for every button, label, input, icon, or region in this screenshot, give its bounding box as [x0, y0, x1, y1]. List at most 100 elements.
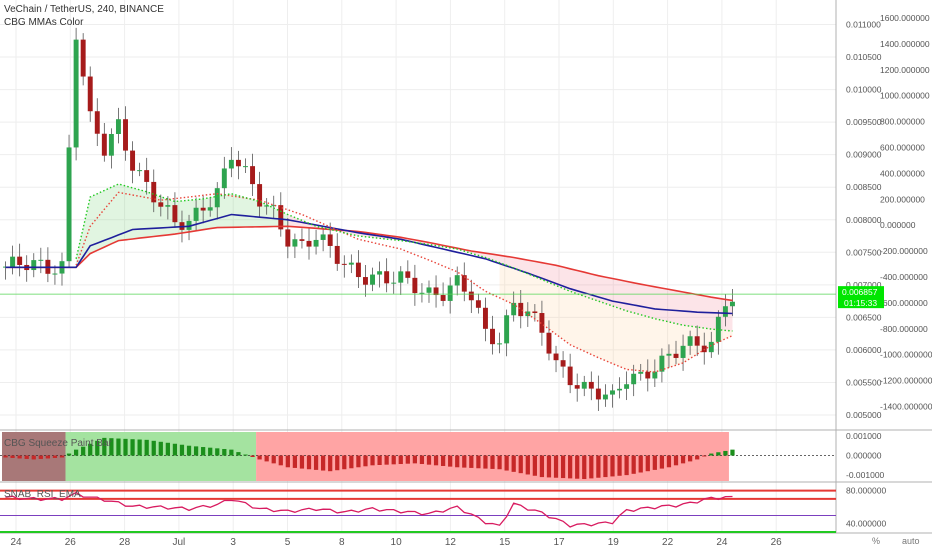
- squeeze-bar: [264, 455, 269, 462]
- squeeze-bar: [490, 455, 495, 469]
- candle: [250, 153, 256, 197]
- squeeze-bar: [518, 455, 523, 474]
- price-tag-countdown: 01:15:33: [844, 298, 877, 308]
- candle: [398, 266, 404, 296]
- auto-scale-button[interactable]: auto: [902, 536, 920, 546]
- squeeze-axis-label: -0.001000: [846, 470, 885, 480]
- candle-body: [595, 388, 601, 400]
- price-axes[interactable]: 0.011000 0.010500 0.010000 0.009500 0.009000…: [846, 13, 932, 529]
- price-tag-value: 0.006857: [842, 287, 878, 297]
- candle: [490, 315, 495, 355]
- candle-body: [617, 388, 623, 391]
- squeeze-bar: [370, 455, 375, 466]
- candle: [433, 275, 439, 308]
- squeeze-bar: [116, 438, 121, 456]
- candle-body: [285, 229, 291, 247]
- candle-body: [708, 341, 714, 353]
- candle: [278, 192, 284, 237]
- price-axis-label: 0.007000: [846, 280, 882, 290]
- squeeze-bar: [659, 455, 665, 469]
- squeeze-bar: [433, 455, 439, 466]
- price-candles[interactable]: [3, 27, 735, 411]
- candle: [595, 375, 601, 411]
- candle: [617, 377, 623, 399]
- candle: [144, 157, 150, 195]
- time-axis-label: 24: [716, 537, 728, 548]
- candle: [214, 182, 220, 220]
- ma-slow-line: [5, 225, 733, 302]
- squeeze-bar: [483, 455, 488, 469]
- squeeze-bar: [384, 455, 389, 465]
- squeeze-bar: [426, 455, 432, 465]
- candle: [497, 332, 503, 354]
- candle: [320, 227, 326, 252]
- squeeze-panel[interactable]: [0, 432, 836, 481]
- candle: [694, 325, 700, 357]
- time-axis-label: 17: [553, 537, 565, 548]
- oscillator-axis-label: -1400.000000: [880, 402, 932, 412]
- time-axis-label: 28: [119, 537, 131, 548]
- squeeze-bar: [377, 455, 382, 465]
- ema-fast-dotted-red: [75, 191, 733, 373]
- oscillator-axis-label: 1000.000000: [880, 91, 930, 101]
- squeeze-bar: [440, 455, 446, 466]
- candle-body: [271, 205, 277, 207]
- squeeze-bar: [405, 455, 410, 464]
- candle-body: [377, 271, 383, 275]
- squeeze-bar: [109, 438, 114, 456]
- squeeze-background: [65, 432, 257, 481]
- squeeze-bar: [328, 455, 333, 472]
- candle: [391, 271, 397, 294]
- candle-body: [278, 205, 284, 230]
- price-axis-label: 0.005500: [846, 377, 882, 387]
- candle: [482, 297, 488, 342]
- squeeze-bar: [688, 455, 693, 462]
- squeeze-bar: [215, 448, 220, 456]
- candle: [221, 156, 227, 199]
- candle-body: [687, 336, 693, 346]
- candle: [475, 293, 481, 314]
- squeeze-bar: [469, 455, 474, 468]
- candle-body: [631, 373, 637, 385]
- candle-body: [52, 273, 58, 275]
- squeeze-bar: [391, 455, 396, 465]
- candle-body: [250, 166, 256, 185]
- candle-body: [454, 275, 460, 286]
- oscillator-axis-label: -1200.000000: [880, 376, 932, 386]
- candle-body: [151, 181, 157, 203]
- squeeze-bar: [313, 455, 319, 470]
- squeeze-bar: [695, 455, 700, 460]
- candle: [228, 147, 234, 178]
- candle-body: [214, 188, 220, 208]
- squeeze-bar: [193, 446, 199, 456]
- squeeze-bar: [652, 455, 657, 470]
- time-axis-label: 26: [770, 537, 782, 548]
- candle-body: [539, 313, 545, 333]
- squeeze-bar: [673, 455, 679, 466]
- candle: [447, 277, 453, 314]
- oscillator-axis-label: -1000.000000: [880, 350, 932, 360]
- candle: [165, 196, 171, 220]
- candle: [518, 290, 524, 329]
- candle-body: [101, 133, 107, 156]
- squeeze-bar: [638, 455, 643, 473]
- squeeze-bar: [236, 452, 241, 456]
- squeeze-bar: [45, 455, 50, 459]
- squeeze-bar: [631, 455, 636, 474]
- candle: [115, 107, 121, 144]
- squeeze-bar: [208, 447, 213, 456]
- candle-body: [730, 301, 735, 307]
- percent-scale-button[interactable]: %: [872, 536, 881, 546]
- price-axis-label: 0.010500: [846, 52, 882, 62]
- oscillator-axis-label: 1400.000000: [880, 39, 930, 49]
- rsi-panel[interactable]: [0, 489, 836, 533]
- squeeze-bar: [363, 455, 368, 467]
- candle-body: [115, 119, 121, 134]
- candle-body: [327, 234, 333, 246]
- candle-body: [482, 307, 488, 329]
- time-axis-label: 3: [230, 537, 236, 548]
- squeeze-bar: [582, 455, 587, 480]
- squeeze-bar: [257, 455, 262, 460]
